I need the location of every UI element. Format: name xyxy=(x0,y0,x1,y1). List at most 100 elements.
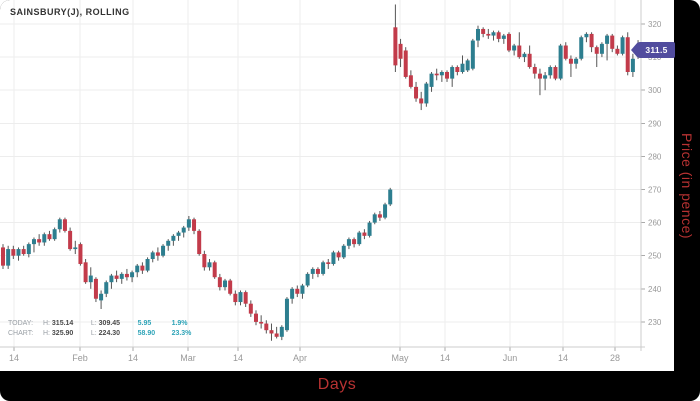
candle-body xyxy=(93,278,98,299)
x-tick-label: 14 xyxy=(233,353,243,363)
chart-high-key: H: xyxy=(42,330,50,337)
candle-body xyxy=(445,71,450,79)
candle-body xyxy=(630,58,635,72)
candle-body xyxy=(357,232,362,245)
candle-body xyxy=(16,249,21,256)
candle-body xyxy=(568,58,573,64)
x-tick-label: Apr xyxy=(293,353,307,363)
candle-body xyxy=(114,275,119,279)
candle-body xyxy=(135,265,140,273)
candle-body xyxy=(620,37,625,54)
today-change-pct: 1.9% xyxy=(171,320,188,327)
x-tick-label: Jun xyxy=(503,353,518,363)
y-tick-label: 250 xyxy=(648,252,662,261)
candle-body xyxy=(73,247,78,250)
x-tick-label: 14 xyxy=(128,353,138,363)
y-tick-label: 230 xyxy=(648,318,662,327)
candle-body xyxy=(527,53,532,68)
x-tick-label: 14 xyxy=(440,353,450,363)
candle-body xyxy=(594,47,599,54)
candle-body xyxy=(228,280,233,294)
candle-body xyxy=(321,262,326,274)
candle-body xyxy=(57,219,62,230)
candle-body xyxy=(68,230,73,250)
y-tick-label: 290 xyxy=(648,119,662,128)
candle-body xyxy=(481,28,486,34)
x-tick-label: May xyxy=(391,353,409,363)
candle-body xyxy=(574,58,579,64)
candle-body xyxy=(388,189,393,205)
candle-body xyxy=(119,273,124,279)
candle-body xyxy=(37,239,42,243)
candle-body xyxy=(11,249,16,256)
candle-body xyxy=(419,98,424,104)
y-axis-title: Price (in pence) xyxy=(674,0,700,371)
y-tick-label: 320 xyxy=(648,20,662,29)
candle-body xyxy=(155,252,160,256)
chart-high-value: 325.90 xyxy=(51,330,74,337)
candle-body xyxy=(414,86,419,99)
y-tick-label: 260 xyxy=(648,219,662,228)
candle-body xyxy=(450,67,455,79)
candle-body xyxy=(434,73,439,76)
candle-body xyxy=(26,244,31,255)
candle-body xyxy=(274,333,279,337)
x-axis-title-text: Days xyxy=(317,376,357,393)
candle-body xyxy=(264,323,269,331)
y-tick-label: 300 xyxy=(648,86,662,95)
candle-body xyxy=(362,232,367,236)
x-tick-label: Feb xyxy=(72,353,88,363)
y-tick-label: 280 xyxy=(648,152,662,161)
candle-body xyxy=(543,75,548,79)
candle-body xyxy=(429,73,434,87)
x-tick-label: Mar xyxy=(180,353,196,363)
candle-body xyxy=(512,45,517,51)
candle-body xyxy=(315,268,320,274)
candle-body xyxy=(605,35,610,44)
x-axis-title: Days xyxy=(0,371,674,401)
chart-change: 58.90 xyxy=(137,330,156,337)
candle-body xyxy=(62,219,67,231)
candle-body xyxy=(305,273,310,286)
candle-body xyxy=(377,214,382,218)
candle-body xyxy=(455,67,460,72)
candle-body xyxy=(615,48,620,54)
candle-body xyxy=(21,249,26,255)
candle-body xyxy=(522,53,527,58)
candle-body xyxy=(279,326,284,337)
candle-body xyxy=(284,298,289,331)
candle-body xyxy=(223,280,228,288)
candle-body xyxy=(491,32,496,36)
candle-body xyxy=(150,252,155,260)
info-row-today: TODAY: H: 315.14 L: 309.45 5.95 1.9% xyxy=(8,319,191,329)
candle-body xyxy=(589,33,594,48)
chart-low-key: L: xyxy=(90,330,97,337)
today-label: TODAY: xyxy=(8,320,34,327)
y-axis-title-text: Price (in pence) xyxy=(679,132,696,239)
candle-body xyxy=(83,262,88,283)
candle-body xyxy=(1,247,5,266)
chart-panel: 32031030029028027026025024023014Feb14Mar… xyxy=(0,0,675,371)
candle-body xyxy=(584,33,589,38)
candle-body xyxy=(553,67,558,79)
candle-body xyxy=(506,33,511,51)
candle-body xyxy=(140,265,145,271)
candle-body xyxy=(475,28,480,41)
candle-body xyxy=(579,37,584,59)
gridlines xyxy=(0,0,641,347)
candle-body xyxy=(295,288,300,294)
candle-body xyxy=(310,268,315,274)
candle-body xyxy=(202,254,207,268)
candle-body xyxy=(52,229,57,240)
candle-body xyxy=(88,275,93,283)
chart-change-pct: 23.3% xyxy=(171,330,192,337)
candle-body xyxy=(233,293,238,303)
candle-body xyxy=(372,214,377,223)
candle-body xyxy=(486,33,491,36)
candlestick-svg[interactable]: 32031030029028027026025024023014Feb14Mar… xyxy=(0,0,674,371)
candle-body xyxy=(197,230,202,255)
candle-body xyxy=(212,262,217,278)
candle-body xyxy=(78,244,83,264)
candle-body xyxy=(130,272,135,278)
today-high-key: H: xyxy=(42,320,50,327)
